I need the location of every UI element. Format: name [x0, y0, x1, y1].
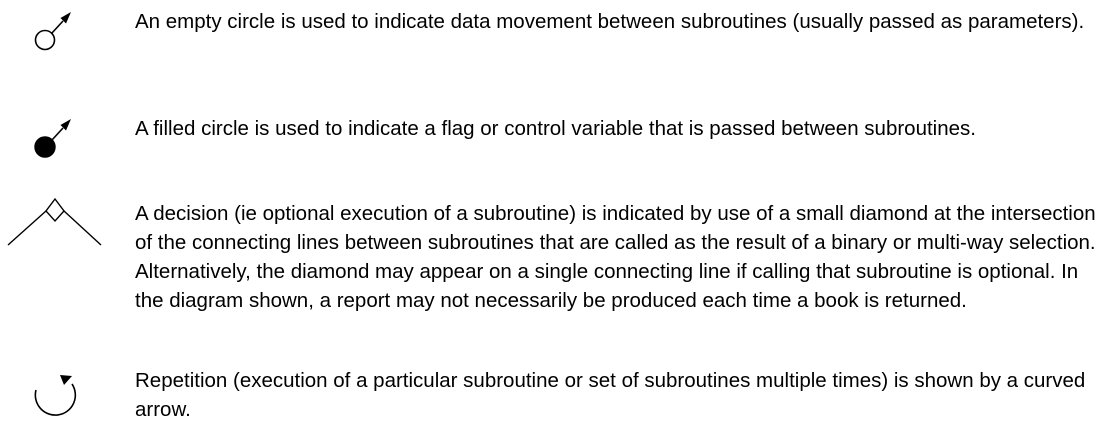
legend-item-description: A filled circle is used to indicate a fl… — [135, 117, 976, 140]
repetition-curved-arrow-icon — [34, 375, 77, 416]
legend-item-description: An empty circle is used to indicate data… — [135, 10, 1085, 33]
filled-circle-arrow-icon — [34, 119, 71, 158]
legend-item-description: A decision (ie optional execution of a s… — [135, 202, 1096, 312]
legend-item-description: Repetition (execution of a particular su… — [135, 369, 1086, 421]
empty-circle-arrow-icon — [34, 12, 71, 51]
decision-diamond-icon — [7, 197, 102, 246]
